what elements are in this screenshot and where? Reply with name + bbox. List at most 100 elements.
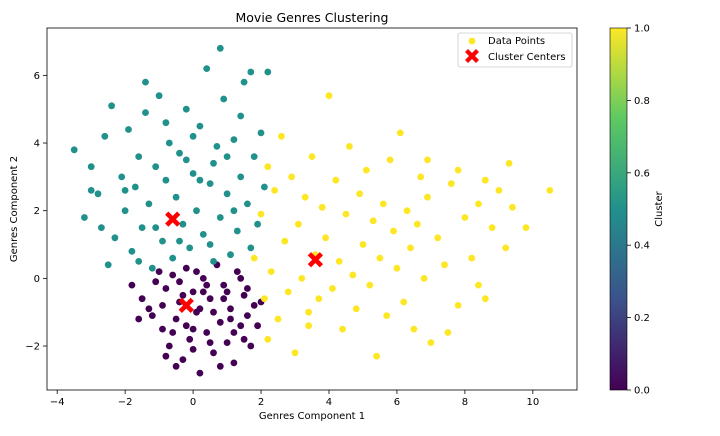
data-point-cluster-1 [223, 153, 231, 161]
data-point-cluster-1 [213, 143, 221, 150]
data-point-cluster-2 [278, 132, 285, 140]
y-axis-label: Genres Component 2 [9, 156, 20, 262]
data-point-cluster-1 [189, 170, 197, 177]
data-point-cluster-2 [383, 312, 391, 319]
data-point-cluster-1 [108, 102, 115, 110]
data-point-cluster-2 [366, 281, 374, 289]
data-point-cluster-1 [135, 258, 143, 265]
data-point-cluster-1 [244, 200, 251, 208]
data-point-cluster-2 [461, 214, 469, 221]
data-point-cluster-1 [179, 220, 187, 228]
data-point-cluster-2 [261, 295, 268, 303]
data-point-cluster-2 [495, 187, 503, 194]
data-point-cluster-2 [322, 234, 329, 242]
data-point-cluster-1 [237, 173, 245, 181]
data-point-cluster-0 [145, 305, 153, 313]
data-point-cluster-1 [196, 176, 204, 184]
data-point-cluster-1 [81, 214, 88, 221]
data-point-cluster-1 [227, 251, 234, 259]
data-point-cluster-1 [152, 163, 160, 171]
data-point-cluster-1 [142, 78, 149, 86]
data-point-cluster-0 [196, 305, 204, 313]
legend-label-data-points: Data Points [488, 36, 545, 47]
x-tick-label: 2 [258, 397, 264, 408]
data-point-cluster-0 [216, 362, 224, 370]
data-point-cluster-2 [400, 298, 408, 306]
x-tick-label: −2 [118, 397, 133, 408]
y-tick-label: 2 [34, 206, 40, 217]
data-point-cluster-2 [332, 176, 340, 184]
data-point-cluster-2 [454, 166, 462, 174]
data-point-cluster-1 [142, 109, 149, 116]
data-point-cluster-1 [257, 129, 265, 137]
data-point-cluster-1 [193, 207, 200, 215]
data-points-layer [70, 44, 554, 377]
data-point-cluster-1 [172, 193, 180, 201]
data-point-cluster-1 [176, 237, 183, 245]
legend-label-cluster-centers: Cluster Centers [488, 52, 566, 63]
data-point-cluster-1 [121, 187, 129, 194]
data-point-cluster-1 [138, 224, 146, 232]
data-point-cluster-0 [169, 329, 177, 336]
data-point-cluster-0 [135, 315, 143, 323]
data-point-cluster-2 [305, 322, 312, 330]
data-point-cluster-2 [444, 329, 452, 336]
x-axis-ticks: −4 −2 0 2 4 6 8 10 [50, 390, 539, 408]
x-tick-label: 4 [326, 397, 332, 408]
x-tick-label: −4 [50, 397, 65, 408]
y-tick-label: −2 [25, 342, 40, 353]
data-point-cluster-2 [417, 173, 425, 181]
x-tick-label: 10 [526, 397, 539, 408]
x-tick-label: 0 [190, 397, 196, 408]
data-point-cluster-1 [189, 132, 197, 140]
data-point-cluster-0 [172, 362, 180, 370]
data-point-cluster-2 [264, 163, 272, 171]
data-point-cluster-0 [182, 322, 190, 330]
data-point-cluster-0 [196, 369, 204, 377]
data-point-cluster-2 [250, 254, 258, 262]
data-point-cluster-1 [261, 183, 268, 191]
data-point-cluster-1 [165, 139, 173, 147]
data-point-cluster-2 [264, 335, 272, 343]
chart-title: Movie Genres Clustering [235, 10, 388, 25]
data-point-cluster-2 [291, 349, 299, 357]
data-point-cluster-0 [206, 295, 214, 303]
data-point-cluster-0 [189, 288, 197, 296]
data-point-cluster-1 [230, 136, 238, 144]
data-point-cluster-2 [284, 288, 292, 296]
data-point-cluster-0 [230, 359, 238, 367]
data-point-cluster-2 [346, 143, 353, 150]
data-point-cluster-2 [413, 220, 421, 228]
data-point-cluster-2 [434, 234, 442, 242]
data-point-cluster-0 [186, 335, 194, 343]
data-point-cluster-2 [420, 275, 428, 282]
data-point-cluster-0 [233, 268, 241, 275]
data-point-cluster-2 [468, 254, 476, 262]
data-point-cluster-0 [162, 285, 170, 292]
colorbar-tick-label: 0.4 [634, 241, 650, 252]
data-point-cluster-1 [254, 220, 261, 228]
colorbar-tick-label: 0.6 [634, 168, 650, 179]
data-point-cluster-0 [159, 325, 166, 333]
cluster-centers-layer [165, 211, 324, 314]
data-point-cluster-1 [216, 214, 224, 221]
data-point-cluster-1 [264, 68, 272, 76]
data-point-cluster-1 [121, 207, 129, 215]
data-point-cluster-1 [87, 187, 95, 194]
data-point-cluster-2 [509, 203, 516, 211]
data-point-cluster-2 [349, 271, 357, 279]
data-point-cluster-2 [373, 352, 380, 360]
colorbar-tick-label: 0.0 [634, 386, 650, 397]
legend-marker-data-points [468, 37, 476, 45]
data-point-cluster-2 [342, 210, 350, 218]
data-point-cluster-1 [148, 264, 156, 272]
data-point-cluster-0 [244, 312, 251, 319]
data-point-cluster-2 [454, 302, 462, 309]
data-point-cluster-0 [254, 322, 261, 330]
data-point-cluster-1 [104, 261, 112, 269]
data-point-cluster-0 [199, 288, 207, 296]
data-point-cluster-2 [390, 227, 397, 235]
data-point-cluster-0 [189, 346, 197, 353]
